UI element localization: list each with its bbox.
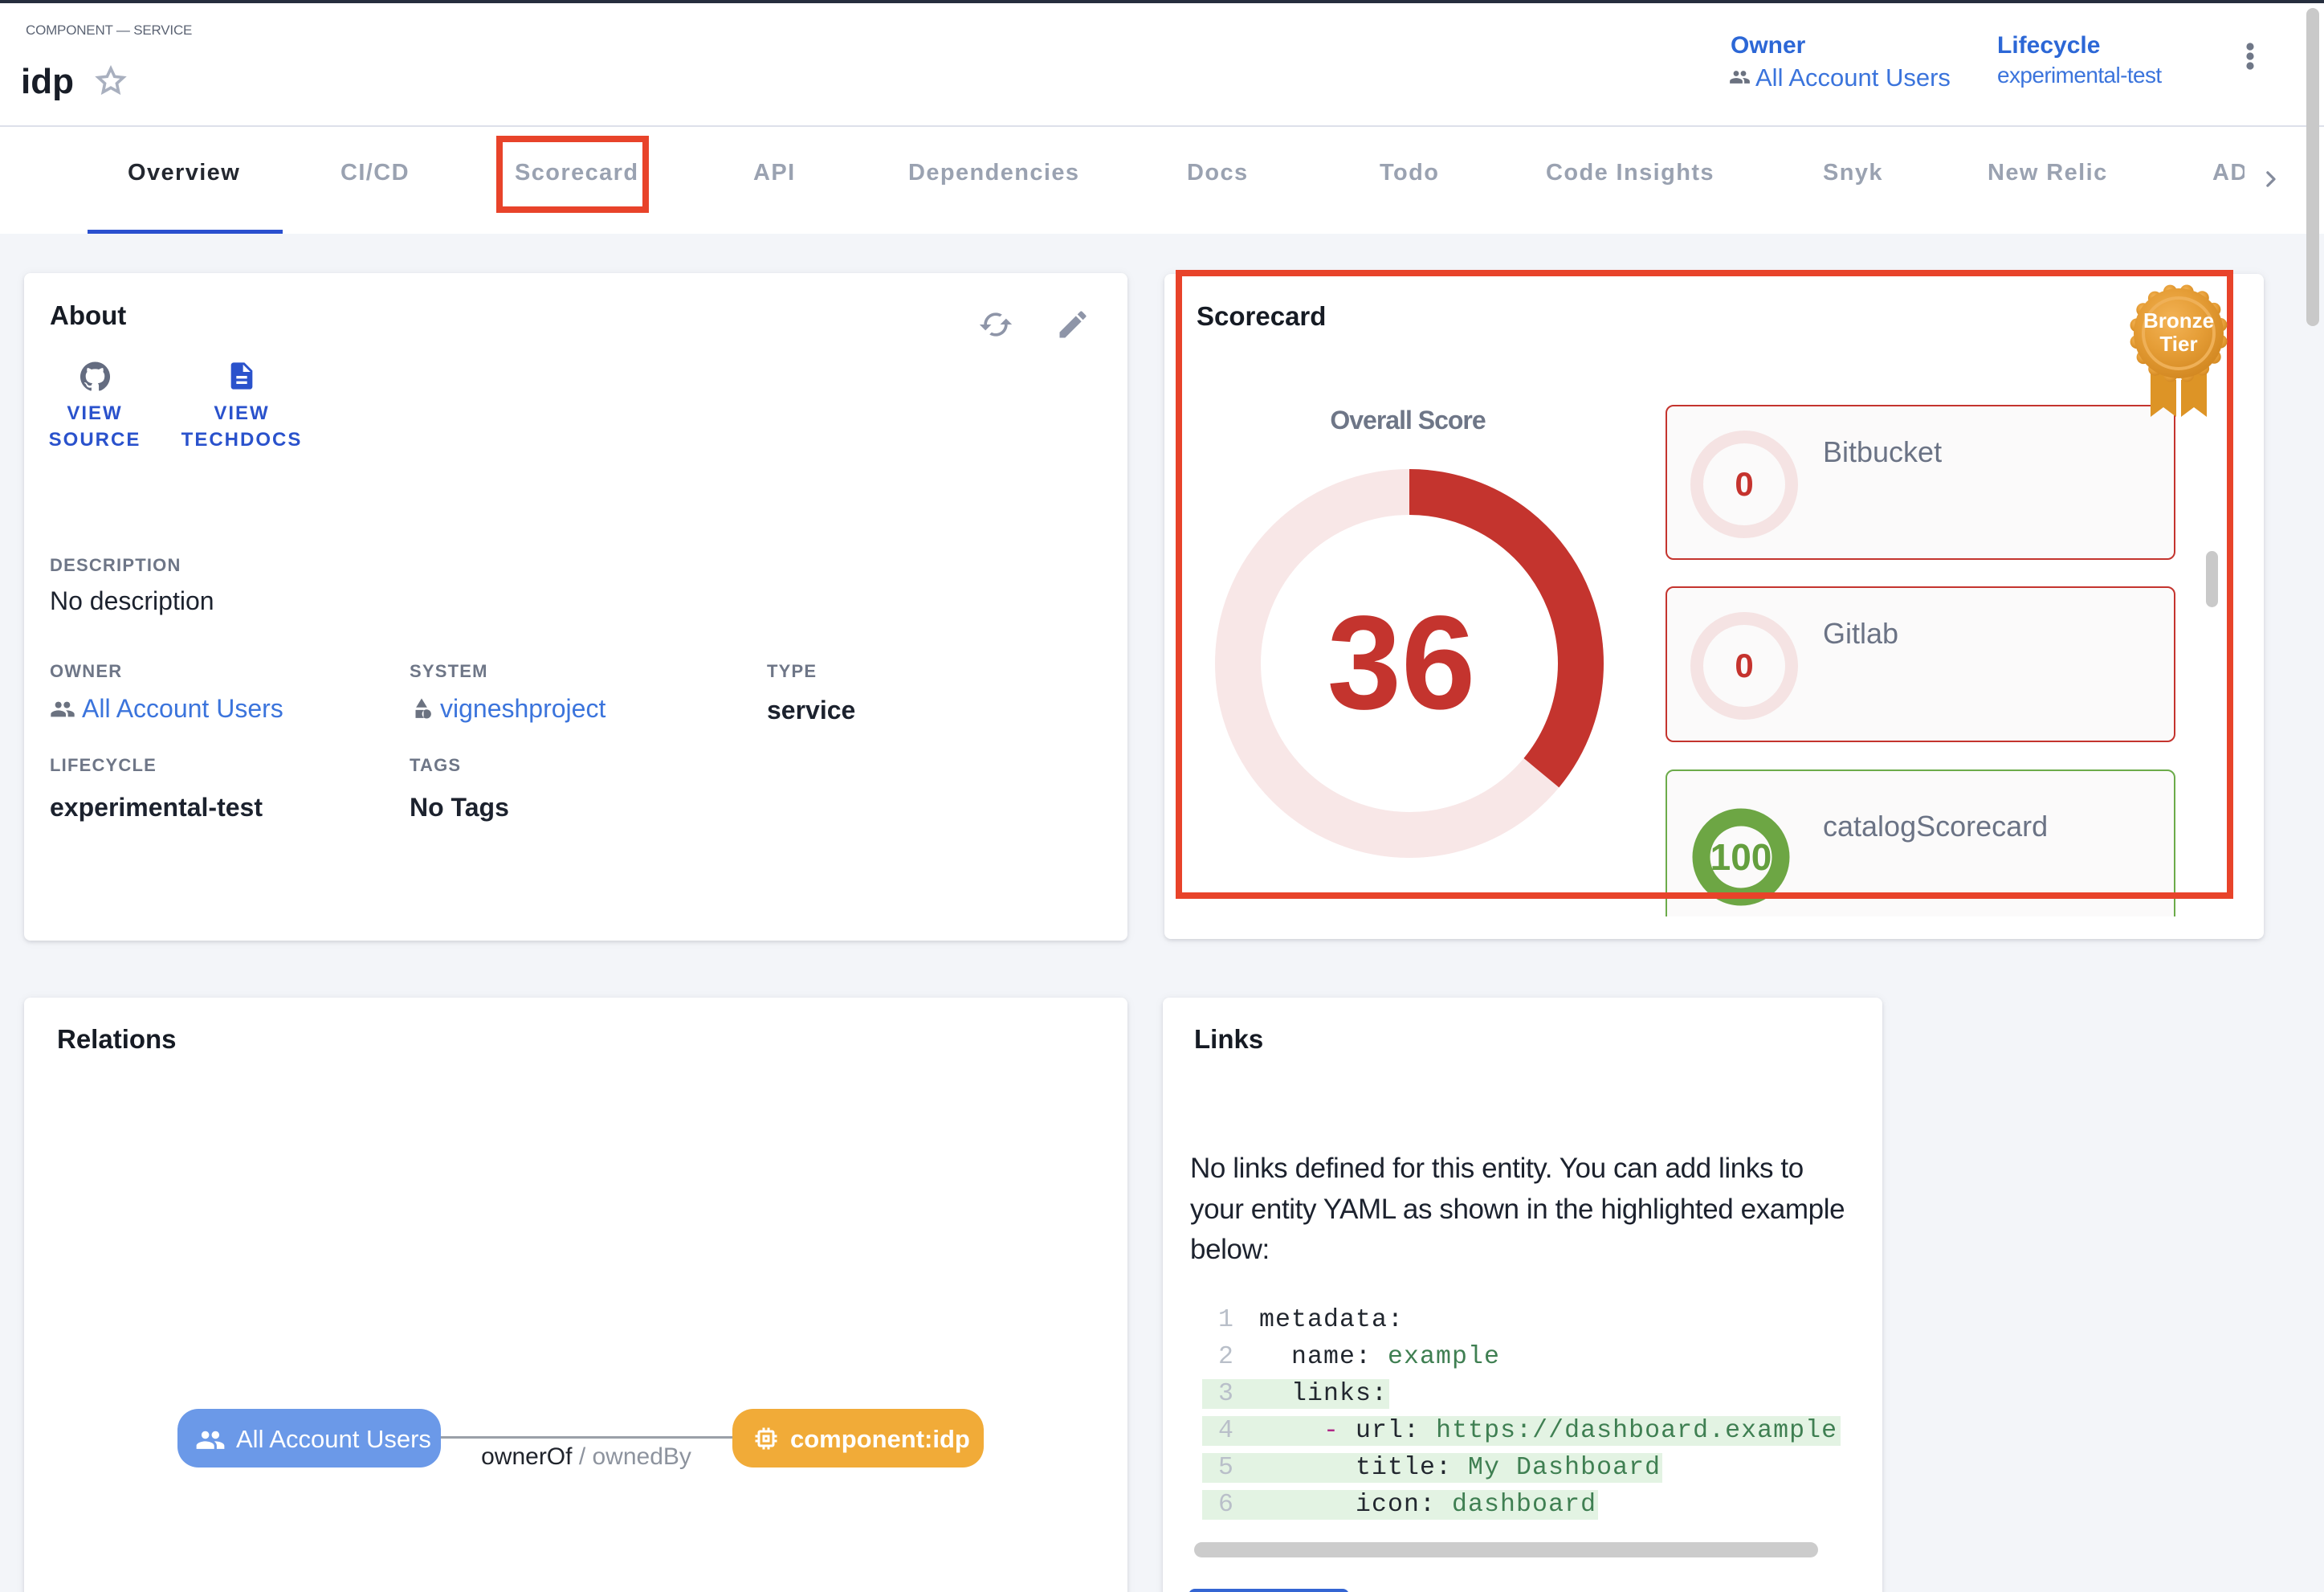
svg-text:Bronze: Bronze — [2143, 308, 2214, 333]
svg-text:Tier: Tier — [2159, 332, 2197, 356]
